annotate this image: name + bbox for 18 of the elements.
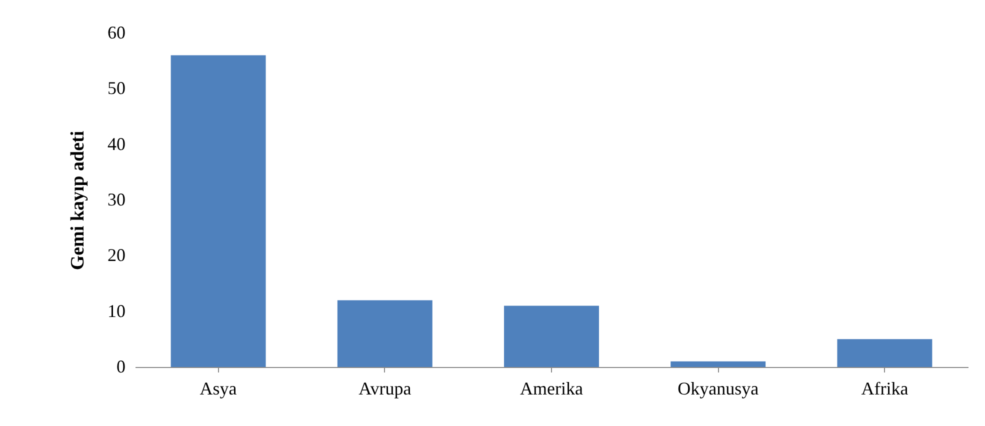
y-tick-label: 20: [108, 245, 126, 266]
bar: [670, 361, 766, 367]
y-tick-label: 10: [108, 300, 126, 321]
y-axis-title: Gemi kayıp adeti: [68, 130, 88, 270]
y-tick-label: 60: [108, 22, 126, 42]
x-tick-label: Asya: [200, 378, 237, 398]
bar: [504, 306, 599, 367]
x-tick-label: Afrika: [861, 378, 908, 398]
y-tick-label: 30: [108, 190, 126, 210]
y-tick-label: 0: [116, 356, 126, 376]
x-tick-label: Amerika: [520, 378, 583, 398]
x-tick-label: Okyanusya: [678, 378, 759, 398]
y-tick-label: 40: [108, 134, 126, 154]
x-tick-label: Avrupa: [358, 378, 412, 398]
bar: [337, 300, 432, 367]
bar: [837, 339, 932, 367]
y-tick-label: 50: [108, 78, 126, 98]
bar: [170, 55, 266, 367]
